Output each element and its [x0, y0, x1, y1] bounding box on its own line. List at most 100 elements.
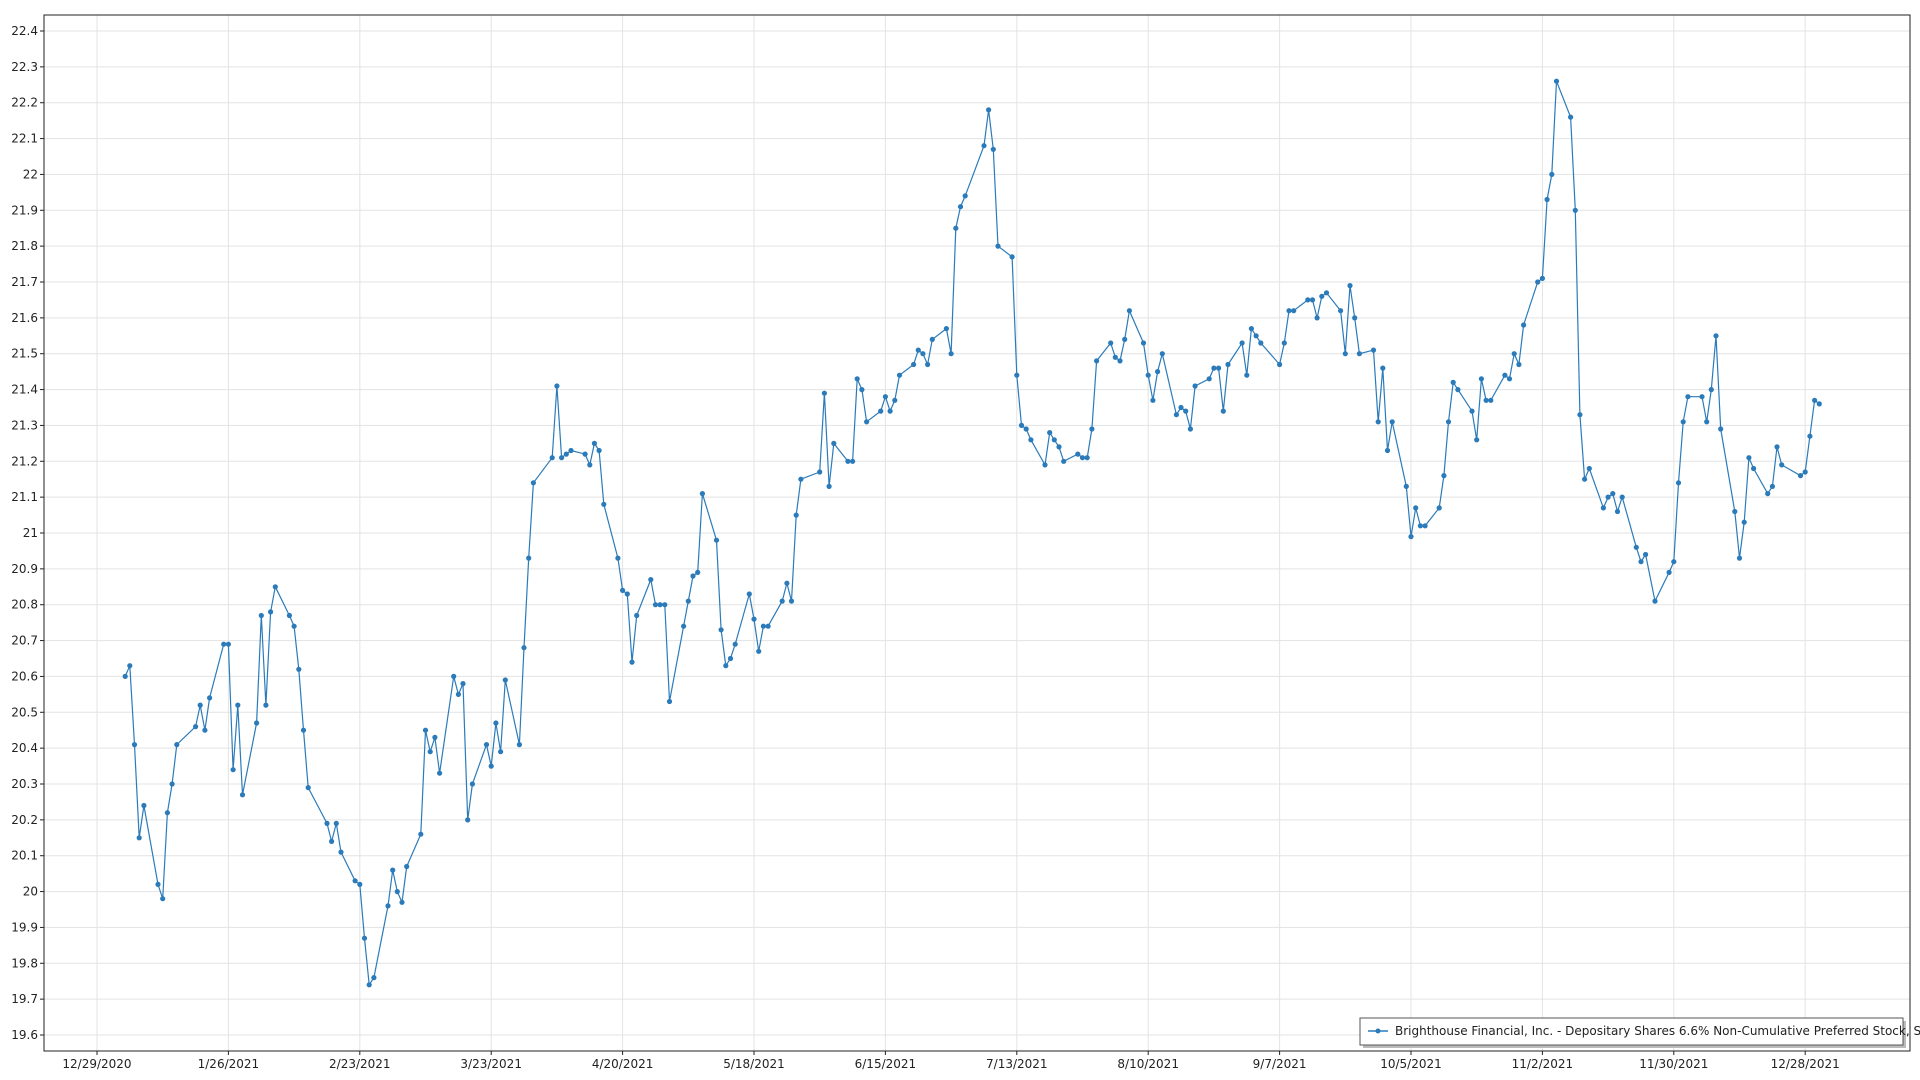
data-point — [1671, 559, 1677, 565]
y-tick-label: 21.4 — [11, 383, 38, 397]
data-point — [1797, 473, 1804, 479]
data-point — [634, 612, 640, 619]
data-point — [1216, 365, 1222, 371]
data-point — [1028, 437, 1034, 443]
data-point — [1704, 419, 1710, 425]
data-point — [530, 480, 537, 486]
data-point — [160, 896, 166, 902]
data-point — [1708, 387, 1714, 393]
legend-box — [1359, 1017, 1904, 1046]
data-point — [920, 351, 926, 357]
data-point — [1211, 365, 1217, 371]
data-point — [1145, 372, 1151, 378]
x-tick-label: 10/5/2021 — [1380, 1057, 1442, 1071]
data-point — [385, 903, 391, 909]
data-point — [268, 609, 274, 615]
data-point — [1347, 283, 1353, 289]
grid — [44, 15, 1910, 1051]
data-point — [1023, 426, 1029, 432]
data-point — [821, 390, 828, 396]
data-point — [1422, 523, 1428, 529]
y-tick-label: 20.6 — [11, 669, 38, 683]
data-point — [648, 577, 654, 583]
data-point — [1718, 426, 1724, 432]
data-point — [1079, 455, 1086, 461]
data-point — [127, 663, 133, 669]
x-tick-label: 12/28/2021 — [1771, 1057, 1840, 1071]
data-point — [169, 781, 175, 787]
data-point — [1408, 534, 1414, 540]
y-tick-label: 21 — [23, 526, 38, 540]
data-point — [1572, 207, 1578, 213]
data-point — [695, 569, 701, 576]
data-point — [1488, 397, 1494, 403]
x-tick-label: 3/23/2021 — [460, 1057, 522, 1071]
data-point — [779, 598, 785, 604]
y-tick-label: 20.8 — [11, 598, 38, 612]
x-axis-ticks: 12/29/2020 1/26/2021 2/23/2021 3/23/2021 4/2… — [62, 1051, 1840, 1071]
data-point — [366, 982, 372, 988]
data-point — [990, 146, 996, 152]
data-point — [723, 663, 729, 669]
data-point — [718, 627, 724, 633]
data-point — [1765, 491, 1771, 497]
data-point — [202, 727, 208, 733]
data-point — [1094, 358, 1100, 364]
data-point — [1600, 505, 1606, 511]
data-point — [1746, 455, 1752, 461]
data-point — [1244, 372, 1250, 378]
data-point — [272, 584, 278, 590]
data-point — [854, 376, 860, 382]
data-point — [1516, 361, 1522, 368]
data-point — [1675, 480, 1682, 486]
data-point — [1614, 508, 1621, 515]
legend-label: Brighthouse Financial, Inc. - Depositary… — [1395, 1024, 1920, 1038]
data-point — [357, 881, 363, 888]
data-point — [1610, 491, 1616, 497]
data-point — [554, 383, 560, 389]
data-point — [394, 889, 400, 895]
y-tick-label: 22.4 — [11, 24, 38, 38]
data-point — [756, 648, 762, 654]
y-tick-label: 21.1 — [11, 490, 38, 504]
data-point — [427, 749, 433, 755]
data-point — [929, 336, 935, 342]
data-point — [1568, 114, 1574, 120]
data-point — [1342, 351, 1348, 357]
data-point — [221, 641, 227, 647]
data-point — [1812, 397, 1818, 403]
data-point — [1206, 376, 1212, 382]
data-point — [1535, 279, 1541, 285]
data-point — [1539, 275, 1545, 281]
data-point — [1338, 308, 1344, 314]
data-point — [1455, 387, 1461, 393]
data-point — [845, 458, 851, 464]
data-point — [1253, 333, 1259, 339]
data-point — [263, 702, 269, 708]
data-point — [1220, 408, 1226, 414]
data-point — [1112, 354, 1118, 360]
data-point — [1018, 422, 1025, 428]
data-point — [1436, 505, 1442, 511]
y-tick-label: 20.5 — [11, 705, 38, 719]
legend: Brighthouse Financial, Inc. - Depositary… — [1359, 1017, 1920, 1048]
data-point — [1061, 458, 1067, 464]
data-point — [1389, 419, 1395, 425]
data-point — [1633, 544, 1639, 550]
data-point — [1741, 519, 1747, 525]
y-tick-label: 22.3 — [11, 60, 38, 74]
data-point — [549, 455, 555, 461]
data-point — [371, 975, 377, 981]
data-point — [1047, 430, 1053, 436]
data-point — [502, 677, 508, 683]
data-point — [418, 831, 424, 837]
data-point — [521, 645, 527, 651]
data-point — [732, 641, 738, 647]
data-point — [896, 372, 903, 378]
data-point — [498, 749, 504, 755]
data-point — [591, 440, 598, 446]
data-point — [1319, 293, 1325, 299]
data-point — [652, 602, 659, 608]
data-point — [1356, 351, 1362, 357]
data-point — [254, 720, 260, 726]
